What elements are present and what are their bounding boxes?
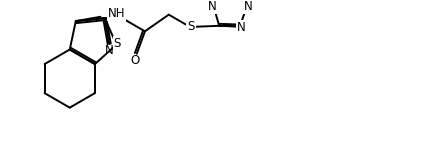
Text: NH: NH [108,7,125,20]
Text: N: N [237,21,246,34]
Text: O: O [131,54,140,67]
Text: S: S [114,37,121,50]
Text: N: N [243,0,252,13]
Text: S: S [187,20,195,34]
Text: N: N [208,0,217,13]
Text: N: N [104,44,113,57]
